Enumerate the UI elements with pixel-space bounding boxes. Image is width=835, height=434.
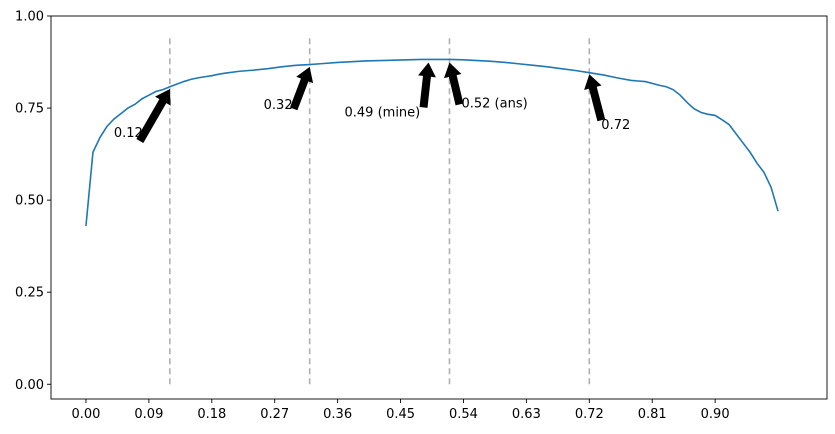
annotation-label: 0.49 (mine) <box>345 105 421 120</box>
annotation-arrow <box>136 88 171 143</box>
annotation-label: 0.12 <box>114 126 143 141</box>
x-tick-label: 0.45 <box>386 407 415 422</box>
y-tick-label: 0.75 <box>15 102 44 117</box>
x-tick-label: 0.63 <box>512 407 541 422</box>
annotation-label: 0.72 <box>601 118 630 133</box>
plot-background <box>51 16 827 399</box>
y-tick-label: 0.50 <box>15 194 44 209</box>
annotation-arrow <box>289 66 314 111</box>
x-tick-label: 0.27 <box>260 407 289 422</box>
x-tick-label: 0.36 <box>323 407 352 422</box>
x-tick-label: 0.90 <box>701 407 730 422</box>
annotation-arrow <box>418 62 436 108</box>
annotation-arrow <box>443 62 464 106</box>
x-axis: 0.00 0.09 0.18 0.27 0.36 0.45 0.54 0.63 0.72 0.81… <box>71 399 730 422</box>
x-tick-label: 0.00 <box>71 407 100 422</box>
y-axis: 0.00 0.25 0.50 0.75 1.00 <box>15 10 51 393</box>
annotation-label: 0.32 <box>264 98 293 113</box>
annotation-arrow <box>584 74 606 122</box>
x-tick-label: 0.09 <box>134 407 163 422</box>
y-tick-label: 1.00 <box>15 10 44 25</box>
x-tick-label: 0.18 <box>197 407 226 422</box>
y-tick-label: 0.00 <box>15 378 44 393</box>
series-line <box>85 58 779 226</box>
y-tick-label: 0.25 <box>15 286 44 301</box>
x-tick-label: 0.81 <box>638 407 667 422</box>
annotations: 0.12 0.32 0.49 (mine) 0.52 (ans) 0.72 <box>114 62 630 143</box>
x-tick-label: 0.54 <box>449 407 478 422</box>
x-tick-label: 0.72 <box>575 407 604 422</box>
plot-frame <box>50 15 828 400</box>
annotation-label: 0.52 (ans) <box>461 96 527 111</box>
